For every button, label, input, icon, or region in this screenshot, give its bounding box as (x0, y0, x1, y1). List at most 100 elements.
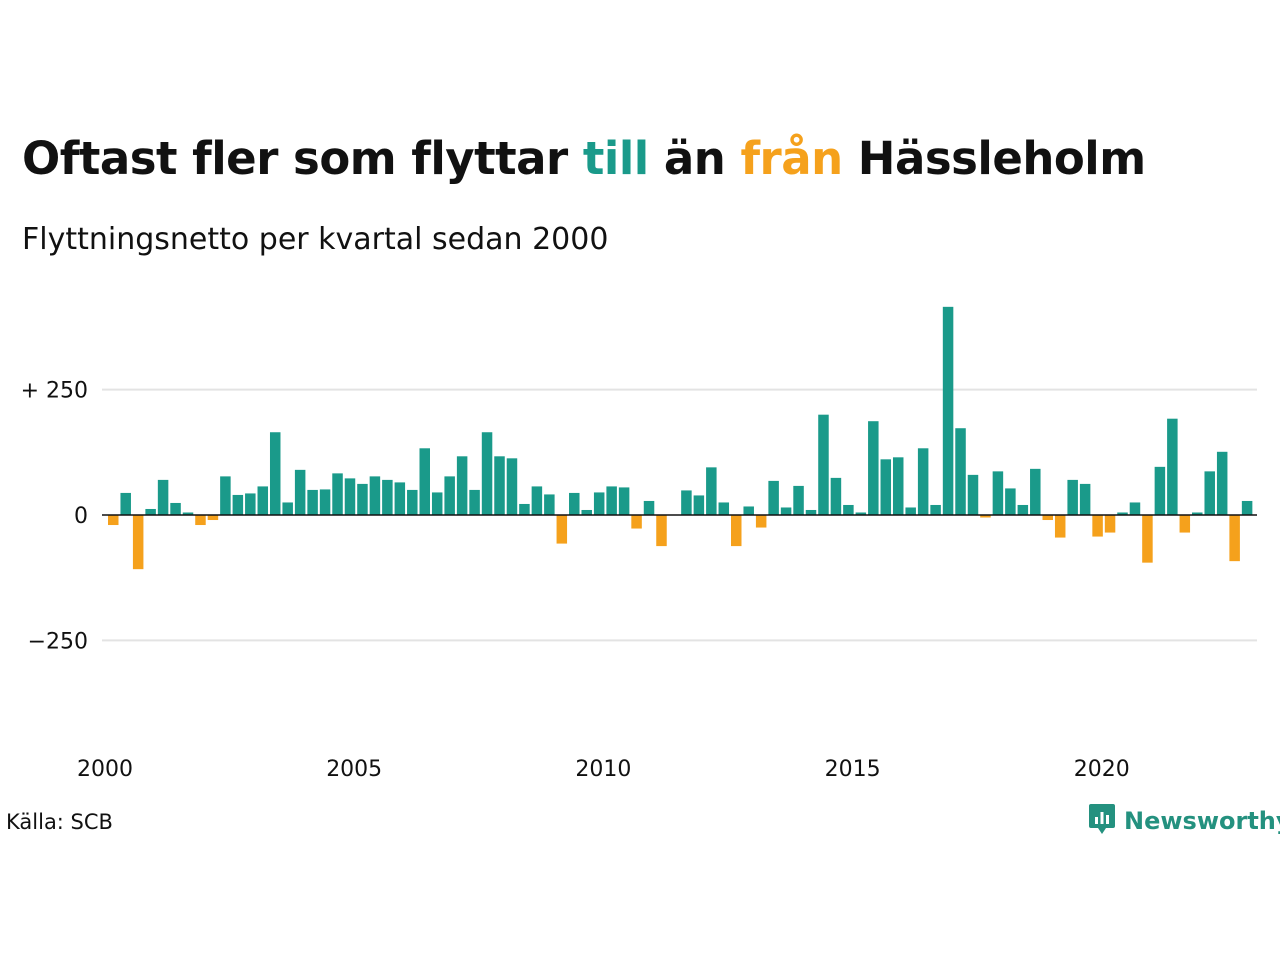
bar (344, 478, 356, 515)
bar (868, 421, 879, 515)
y-tick-label: 0 (74, 504, 88, 529)
bar (768, 480, 779, 515)
x-tick-label: 2000 (77, 757, 133, 782)
bar (269, 432, 281, 515)
chart-title: Oftast fler som flyttar till än från Häs… (22, 132, 1146, 185)
x-tick-label: 2010 (575, 757, 631, 782)
bar (207, 515, 219, 521)
bar (1079, 483, 1091, 515)
bar (631, 515, 642, 529)
bar (307, 489, 318, 515)
bar (245, 493, 256, 515)
bar (120, 492, 131, 515)
bar (930, 504, 941, 515)
bar (955, 428, 966, 515)
bar (182, 512, 194, 515)
bar (693, 495, 705, 515)
bar (456, 456, 468, 515)
bar (257, 486, 269, 515)
bar (1216, 451, 1228, 515)
bar (1229, 515, 1240, 562)
bar (145, 508, 156, 515)
bar (606, 486, 617, 515)
bar (444, 476, 455, 515)
bar (494, 456, 505, 515)
x-tick-label: 2015 (825, 757, 881, 782)
x-axis-labels: 2000 2005 2010 2015 2020 (77, 757, 1130, 782)
bar (706, 467, 717, 515)
bar (170, 502, 181, 515)
bar (1204, 471, 1215, 515)
bar (157, 479, 169, 515)
bar (1167, 418, 1178, 515)
bar (569, 492, 580, 515)
bar (643, 500, 655, 515)
bar (108, 515, 119, 526)
bar (905, 507, 916, 515)
y-tick-label: −250 (28, 629, 88, 654)
bar (681, 490, 692, 515)
bar (469, 489, 480, 515)
bar (357, 483, 368, 515)
bar (755, 515, 767, 528)
title-part-2: än (648, 132, 741, 185)
bar (431, 492, 443, 515)
bar (618, 487, 630, 515)
bar (593, 492, 605, 515)
bar (855, 512, 867, 515)
bar (1092, 515, 1103, 537)
brand-logo: Newsworthy (1088, 802, 1280, 840)
bar (481, 432, 493, 515)
bar (1005, 488, 1016, 515)
bar (1179, 515, 1191, 533)
bar (743, 506, 754, 515)
bar (519, 503, 530, 515)
bar (843, 504, 854, 515)
title-positive-word: till (582, 132, 649, 185)
x-tick-label: 2020 (1074, 757, 1130, 782)
bar (1054, 515, 1066, 538)
bar (1104, 515, 1116, 533)
gridlines (102, 388, 1257, 642)
bar (544, 494, 555, 515)
source-note: Källa: SCB (6, 810, 113, 834)
bar (1042, 515, 1053, 521)
bar (967, 474, 979, 515)
bar (220, 476, 231, 515)
chart-subtitle: Flyttningsnetto per kvartal sedan 2000 (22, 222, 609, 257)
bar (731, 515, 742, 547)
bar (394, 482, 406, 515)
bar (805, 509, 817, 515)
bar (332, 473, 343, 515)
bar (232, 494, 244, 515)
bar (556, 515, 568, 544)
y-tick-label: + 250 (21, 379, 88, 404)
bar (718, 502, 730, 515)
bar (419, 448, 430, 515)
bar (992, 471, 1004, 515)
bars (108, 306, 1253, 570)
bar (369, 476, 381, 515)
bar (917, 448, 929, 515)
bar (892, 457, 904, 515)
bar (980, 515, 991, 518)
bar (506, 458, 518, 515)
newsworthy-logo-icon (1088, 802, 1116, 840)
bar (1117, 512, 1128, 515)
bar (1030, 468, 1041, 515)
bar (294, 469, 306, 515)
bar (1192, 512, 1203, 515)
bar (581, 509, 592, 515)
bar (942, 306, 954, 515)
bar (531, 486, 543, 515)
bar (656, 515, 667, 547)
bar (780, 507, 792, 515)
bar (1154, 466, 1166, 515)
x-tick-label: 2005 (326, 757, 382, 782)
bar (319, 489, 331, 515)
bar (282, 502, 293, 515)
bar (1017, 504, 1029, 515)
bar (1241, 500, 1253, 515)
bar (830, 477, 842, 515)
